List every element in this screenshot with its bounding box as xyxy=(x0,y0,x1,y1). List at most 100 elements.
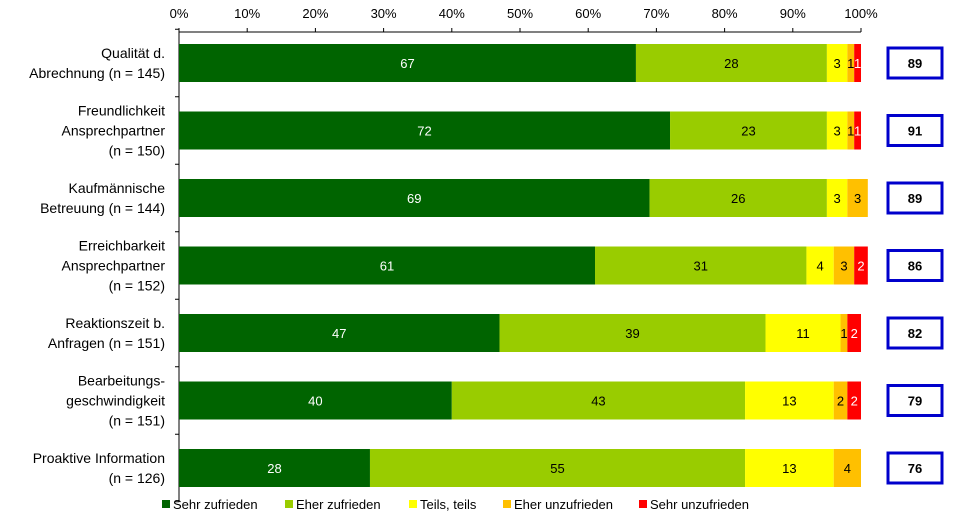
category-label-line: Ansprechpartner xyxy=(61,123,165,139)
score-box xyxy=(886,384,944,417)
bar-value-label: 72 xyxy=(417,124,431,139)
category-label: Erreichbarkeit Ansprechpartner (n = 152) xyxy=(61,238,165,294)
x-tick-label: 10% xyxy=(234,6,260,21)
bar-value-label: 1 xyxy=(847,56,854,71)
x-tick-label: 90% xyxy=(780,6,806,21)
bar-segment xyxy=(670,111,827,150)
bar-segment xyxy=(847,381,861,420)
category-label-line: Proaktive Information xyxy=(33,450,165,466)
bar-segment xyxy=(765,314,841,352)
category-label: Reaktionszeit b. Anfragen (n = 151) xyxy=(48,315,165,351)
bar-value-label: 55 xyxy=(550,461,564,476)
score-value: 89 xyxy=(908,56,922,71)
legend-label: Eher zufrieden xyxy=(296,497,381,512)
score-box xyxy=(886,249,944,282)
bar-segment xyxy=(369,449,746,487)
bar-segment xyxy=(745,381,834,420)
x-tick-label: 100% xyxy=(844,6,878,21)
bar-value-label: 2 xyxy=(851,326,858,341)
score-value: 82 xyxy=(908,326,922,341)
bar-value-label: 13 xyxy=(782,461,796,476)
category-label-line: Reaktionszeit b. xyxy=(65,315,165,331)
bar-value-label: 1 xyxy=(854,56,861,71)
bar-segment xyxy=(499,314,766,352)
legend-swatch xyxy=(162,500,170,508)
bar-segment xyxy=(826,44,848,82)
bar-value-label: 28 xyxy=(724,56,738,71)
bar-value-label: 4 xyxy=(844,461,851,476)
category-label-line: geschwindigkeit xyxy=(66,393,165,409)
score-value: 86 xyxy=(908,259,922,274)
legend-swatch xyxy=(409,500,417,508)
legend: Sehr zufrieden Eher zufrieden Teils, teils… xyxy=(162,497,749,512)
bar-value-label: 1 xyxy=(847,124,854,139)
bar-segment xyxy=(179,44,636,82)
category-label-line: Betreuung (n = 144) xyxy=(40,200,165,216)
bar-segment xyxy=(451,381,746,420)
category-label: Bearbeitungs-geschwindigkeit (n = 151) xyxy=(66,373,165,429)
category-label-line: (n = 152) xyxy=(109,278,165,294)
score-box xyxy=(886,316,944,350)
legend-swatch xyxy=(503,500,511,508)
bar-segment xyxy=(854,246,868,285)
bar-value-label: 40 xyxy=(308,394,322,409)
bar-segment xyxy=(179,179,650,217)
score-box xyxy=(886,114,944,147)
legend-swatch xyxy=(285,500,293,508)
bar-segment xyxy=(745,449,834,487)
bar-value-label: 47 xyxy=(332,326,346,341)
legend-label: Eher unzufrieden xyxy=(514,497,613,512)
bar-value-label: 2 xyxy=(857,259,864,274)
bar-segment xyxy=(806,246,834,285)
bar-value-label: 2 xyxy=(837,394,844,409)
bar-segment xyxy=(854,111,861,150)
category-label-line: Erreichbarkeit xyxy=(79,238,165,254)
bar-segment xyxy=(179,111,671,150)
bar-segment xyxy=(833,246,855,285)
x-tick-label: 70% xyxy=(643,6,669,21)
bar-segment xyxy=(840,314,848,352)
score-box xyxy=(886,181,944,215)
bar-value-label: 31 xyxy=(693,259,707,274)
score-boxes: 89 91 89 86 82 79 76 xyxy=(886,46,944,485)
category-label: Proaktive Information (n = 126) xyxy=(33,450,165,486)
score-value: 91 xyxy=(908,124,922,139)
bar-value-label: 13 xyxy=(782,394,796,409)
legend-label: Teils, teils xyxy=(420,497,477,512)
bar-value-label: 1 xyxy=(854,124,861,139)
category-label-line: Kaufmännische xyxy=(68,180,165,196)
bar-segment xyxy=(833,381,848,420)
bar-segment xyxy=(833,449,861,487)
bar-value-label: 3 xyxy=(854,191,861,206)
bar-value-label: 67 xyxy=(400,56,414,71)
score-box xyxy=(886,451,944,485)
bar-segment xyxy=(595,246,807,285)
bar-segment xyxy=(179,449,370,487)
bar-segment xyxy=(847,314,861,352)
category-label-line: (n = 151) xyxy=(109,413,165,429)
category-labels: Qualität d. Abrechnung (n = 145) Freundlic… xyxy=(29,45,165,486)
category-label: Qualität d. Abrechnung (n = 145) xyxy=(29,45,165,81)
bar-value-label: 61 xyxy=(380,259,394,274)
category-label-line: Bearbeitungs- xyxy=(78,373,166,389)
bar-segment xyxy=(854,44,861,82)
bar-segment xyxy=(635,44,827,82)
bar-value-label: 39 xyxy=(625,326,639,341)
bar-value-label: 4 xyxy=(816,259,823,274)
bar-value-label: 3 xyxy=(834,124,841,139)
legend-swatch xyxy=(639,500,647,508)
x-tick-label: 80% xyxy=(712,6,738,21)
bar-segment xyxy=(847,111,855,150)
bar-segment xyxy=(179,314,500,352)
category-label-line: (n = 126) xyxy=(109,470,165,486)
score-value: 89 xyxy=(908,191,922,206)
score-value: 79 xyxy=(908,394,922,409)
score-box xyxy=(886,46,944,80)
bar-segment xyxy=(826,179,848,217)
x-tick-label: 60% xyxy=(575,6,601,21)
bar-segment xyxy=(847,44,855,82)
bar-segment xyxy=(179,381,452,420)
bar-value-label: 11 xyxy=(796,326,810,341)
bar-value-label: 23 xyxy=(741,124,755,139)
